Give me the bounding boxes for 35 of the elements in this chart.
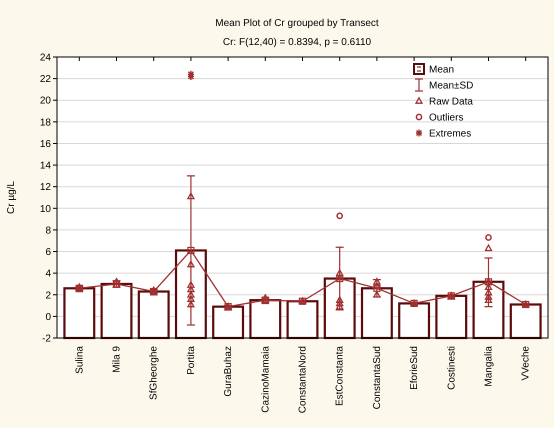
legend-label: Extremes xyxy=(429,128,472,140)
x-tick-label: EforieSud xyxy=(409,346,420,390)
chart-title: Mean Plot of Cr grouped by Transect xyxy=(215,18,379,29)
y-tick-label: 10 xyxy=(40,204,52,215)
y-tick-label: 24 xyxy=(40,52,52,64)
x-tick-label: GuraBuhaz xyxy=(223,346,234,397)
x-tick-label: ConstantaSud xyxy=(372,346,383,410)
chart-subtitle: Cr: F(12,40) = 0.8394, p = 0.6110 xyxy=(222,37,372,48)
y-tick-label: 12 xyxy=(40,182,52,194)
legend-label: Outliers xyxy=(429,112,464,124)
x-tick-label: SfGheorghe xyxy=(148,346,160,400)
x-tick-label: Mila 9 xyxy=(112,346,123,373)
x-tick-label: Mangalia xyxy=(483,346,494,387)
x-tick-label: Portita xyxy=(186,346,197,375)
y-tick-label: 0 xyxy=(45,312,52,323)
y-tick-label: 22 xyxy=(40,74,52,86)
x-tick-label: EstConstanta xyxy=(334,346,346,406)
y-tick-label: 16 xyxy=(40,138,52,150)
y-tick-label: 20 xyxy=(40,96,52,107)
y-axis-title: Cr µg/L xyxy=(6,180,17,214)
legend-label: Raw Data xyxy=(429,96,474,108)
x-tick-label: Costinesti xyxy=(446,346,458,390)
y-tick-label: -2 xyxy=(42,334,52,344)
legend-label: Mean±SD xyxy=(429,80,474,92)
x-tick-label: VVeche xyxy=(520,346,532,380)
y-tick-label: 8 xyxy=(45,225,52,236)
y-tick-label: 14 xyxy=(40,160,52,172)
y-tick-label: 2 xyxy=(45,290,52,302)
y-tick-label: 18 xyxy=(40,117,52,128)
y-tick-label: 6 xyxy=(45,247,52,258)
y-tick-label: 4 xyxy=(45,268,52,280)
x-tick-label: ConstantaNord xyxy=(298,346,308,414)
x-tick-label: CazinoMamaia xyxy=(260,346,272,413)
legend-label: Mean xyxy=(429,64,454,76)
x-tick-label: Sulina xyxy=(74,346,86,374)
